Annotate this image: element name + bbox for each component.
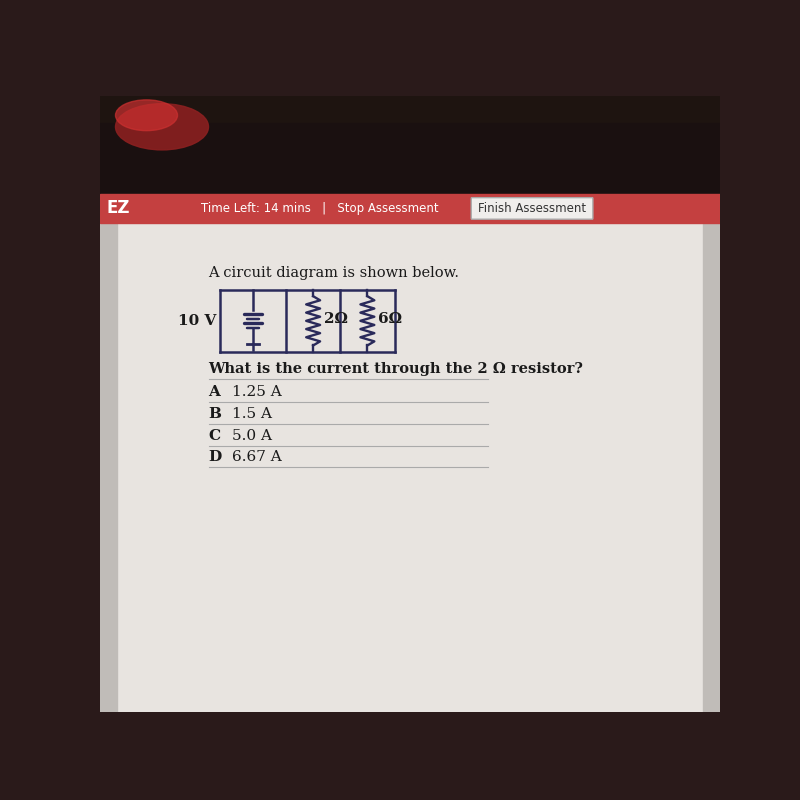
- Bar: [100, 96, 720, 223]
- Ellipse shape: [115, 100, 178, 130]
- Bar: [100, 223, 720, 712]
- Text: Finish Assessment: Finish Assessment: [478, 202, 586, 215]
- Text: 10 V: 10 V: [178, 314, 216, 328]
- Text: 6Ω: 6Ω: [378, 312, 402, 326]
- Text: What is the current through the 2 Ω resistor?: What is the current through the 2 Ω resi…: [209, 362, 583, 376]
- Text: 1.25 A: 1.25 A: [232, 386, 282, 399]
- Text: 6.67 A: 6.67 A: [232, 450, 282, 464]
- Bar: [703, 223, 720, 712]
- FancyBboxPatch shape: [471, 198, 593, 219]
- Text: 2Ω: 2Ω: [324, 312, 348, 326]
- Ellipse shape: [115, 104, 209, 150]
- Text: EZ: EZ: [106, 199, 130, 218]
- Text: Time Left: 14 mins   |   Stop Assessment: Time Left: 14 mins | Stop Assessment: [201, 202, 438, 215]
- Text: C: C: [209, 429, 221, 442]
- Text: 1.5 A: 1.5 A: [232, 407, 272, 421]
- Bar: [100, 123, 720, 223]
- Text: A circuit diagram is shown below.: A circuit diagram is shown below.: [209, 266, 459, 280]
- Text: D: D: [209, 450, 222, 464]
- Text: 5.0 A: 5.0 A: [232, 429, 272, 442]
- Bar: [100, 223, 117, 712]
- Bar: [100, 194, 720, 223]
- Text: B: B: [209, 407, 222, 421]
- Text: A: A: [209, 386, 220, 399]
